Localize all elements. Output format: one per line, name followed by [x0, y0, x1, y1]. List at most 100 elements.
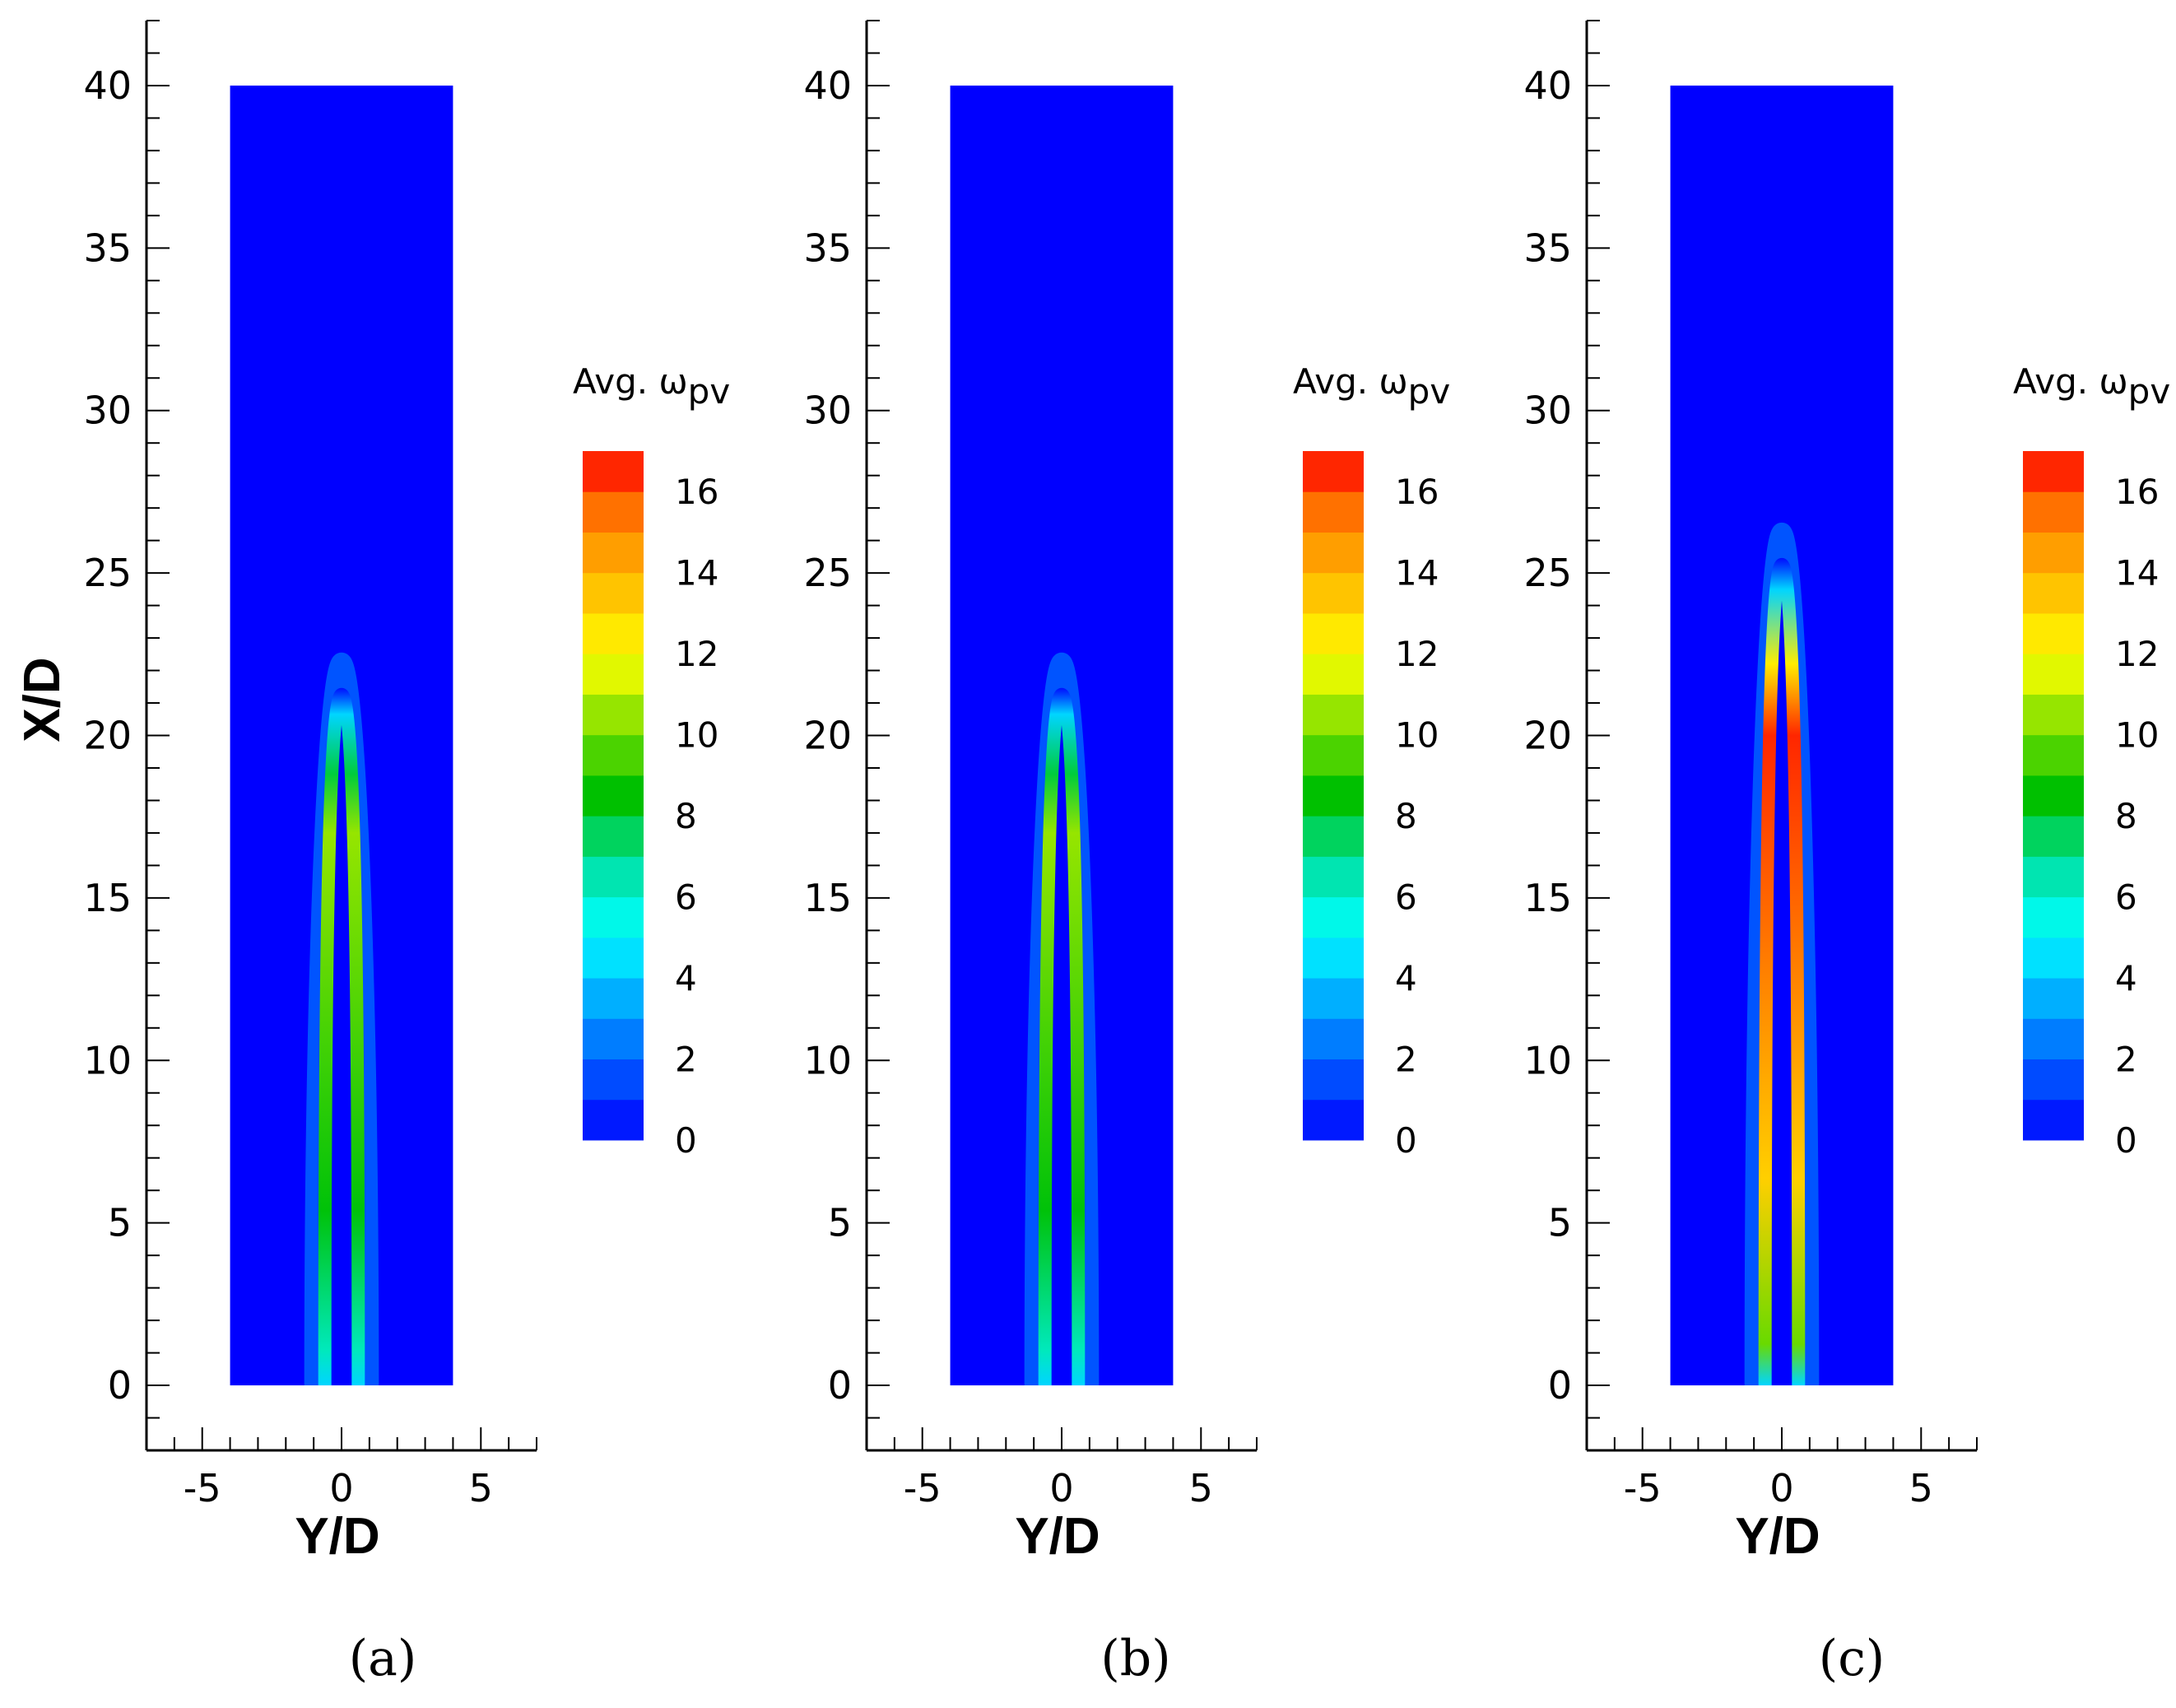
field-background: [230, 85, 453, 1386]
colorbar-title-main: Avg. ω: [573, 361, 688, 402]
colorbar-tick-label: 14: [1395, 553, 1439, 593]
colorbar-tick-label: 4: [1395, 958, 1417, 998]
vorticity-field: [950, 85, 1174, 1386]
colorbar-band: [1303, 532, 1364, 574]
colorbar-title-main: Avg. ω: [2013, 361, 2128, 402]
colorbar-band: [2023, 896, 2084, 938]
y-tick-label: 40: [83, 63, 132, 108]
colorbar-band: [2023, 937, 2084, 979]
colorbar-band: [2023, 654, 2084, 695]
colorbar-tick-label: 12: [2115, 634, 2159, 674]
colorbar-band: [1303, 451, 1364, 492]
colorbar-tick-label: 4: [675, 958, 697, 998]
colorbar-tick-label: 14: [675, 553, 718, 593]
colorbar-band: [1303, 654, 1364, 695]
x-axis-label: Y/D: [295, 1508, 379, 1565]
y-tick-label: 10: [803, 1038, 852, 1082]
colorbar-tick-label: 2: [2115, 1040, 2137, 1080]
x-tick-label: -5: [1624, 1466, 1662, 1510]
colorbar-band: [1303, 1099, 1364, 1141]
colorbar-tick-label: 10: [675, 715, 718, 756]
colorbar-band: [583, 1099, 644, 1141]
field-halo: [1024, 652, 1100, 1386]
shear-layer: [1758, 557, 1806, 1386]
panel-c: 0 5 10 15 20 25 30 35 40 -5 0 5 Y/D Avg. ωpv 0 2 4 6 8 1…: [1523, 20, 2170, 1687]
colorbar-tick-label: 0: [675, 1120, 697, 1161]
colorbar-band: [2023, 451, 2084, 492]
x-tick-label: 0: [1049, 1466, 1073, 1510]
colorbar-band: [1303, 937, 1364, 979]
shear-layer: [1038, 687, 1086, 1386]
x-axis-label: Y/D: [1015, 1508, 1100, 1565]
colorbar-band: [2023, 1018, 2084, 1060]
colorbar-title-main: Avg. ω: [1293, 361, 1408, 402]
y-tick-label: 0: [1548, 1363, 1572, 1408]
field-halo: [304, 652, 379, 1386]
colorbar-title: Avg. ωpv: [2013, 361, 2170, 412]
y-tick-label: 25: [83, 551, 132, 595]
colorbar-tick-label: 12: [675, 634, 718, 674]
y-tick-label: 35: [803, 226, 852, 270]
colorbar-band: [583, 694, 644, 736]
colorbar-band: [1303, 694, 1364, 736]
colorbar-tick-label: 6: [675, 877, 697, 918]
colorbar-band: [583, 491, 644, 533]
colorbar-tick-label: 12: [1395, 634, 1439, 674]
colorbar-band: [1303, 775, 1364, 817]
y-tick-label: 30: [1523, 389, 1572, 433]
colorbar-title: Avg. ωpv: [573, 361, 730, 412]
x-tick-label: -5: [904, 1466, 942, 1510]
y-axis-label: X/D: [14, 657, 71, 742]
y-tick-label: 25: [1523, 551, 1572, 595]
y-tick-label: 25: [803, 551, 852, 595]
colorbar-title-subscript: pv: [2128, 371, 2171, 412]
colorbar-band: [583, 612, 644, 654]
colorbar-tick-label: 0: [2115, 1120, 2137, 1161]
colorbar-tick-label: 2: [1395, 1040, 1417, 1080]
field-halo: [1744, 522, 1820, 1386]
colorbar-band: [583, 896, 644, 938]
field-background: [1670, 85, 1894, 1386]
colorbar-title-subscript: pv: [688, 371, 731, 412]
y-tick-label: 40: [1523, 63, 1572, 108]
y-tick-label: 5: [1548, 1201, 1572, 1245]
colorbar-band: [2023, 572, 2084, 614]
y-tick-label: 35: [83, 226, 132, 270]
x-tick-label: 5: [1909, 1466, 1933, 1510]
colorbar-band: [583, 978, 644, 1019]
y-tick-label: 5: [108, 1201, 132, 1245]
colorbar-band: [583, 1059, 644, 1101]
colorbar-band: [583, 654, 644, 695]
colorbar-band: [583, 532, 644, 574]
vorticity-field: [1670, 85, 1894, 1386]
panel-a: 0 5 10 15 20 25 30 35 40 -5 0 5 Y/D X/D Avg. ωpv 0 2…: [14, 20, 730, 1687]
y-tick-label: 15: [83, 876, 132, 920]
x-tick-label: 5: [1189, 1466, 1213, 1510]
colorbar-band: [583, 775, 644, 817]
colorbar-band: [2023, 734, 2084, 776]
y-tick-label: 35: [1523, 226, 1572, 270]
field-background: [950, 85, 1174, 1386]
x-tick-label: -5: [184, 1466, 221, 1510]
colorbar-tick-label: 16: [1395, 472, 1439, 512]
colorbar-band: [1303, 491, 1364, 533]
y-tick-label: 30: [803, 389, 852, 433]
colorbar-tick-label: 16: [675, 472, 718, 512]
colorbar-band: [2023, 694, 2084, 736]
x-tick-label: 0: [329, 1466, 353, 1510]
y-tick-label: 15: [803, 876, 852, 920]
y-tick-label: 40: [803, 63, 852, 108]
colorbar-tick-label: 16: [2115, 472, 2159, 512]
colorbar: Avg. ωpv 0 2 4 6 8 10 12 14 16: [573, 361, 730, 1161]
colorbar-tick-label: 10: [2115, 715, 2159, 756]
colorbar-band: [2023, 491, 2084, 533]
colorbar-tick-label: 8: [2115, 796, 2137, 836]
colorbar-title: Avg. ωpv: [1293, 361, 1450, 412]
colorbar-band: [583, 734, 644, 776]
y-tick-label: 20: [83, 714, 132, 758]
colorbar-band: [1303, 978, 1364, 1019]
colorbar-band: [583, 572, 644, 614]
colorbar-tick-label: 2: [675, 1040, 697, 1080]
colorbar-band: [1303, 856, 1364, 898]
